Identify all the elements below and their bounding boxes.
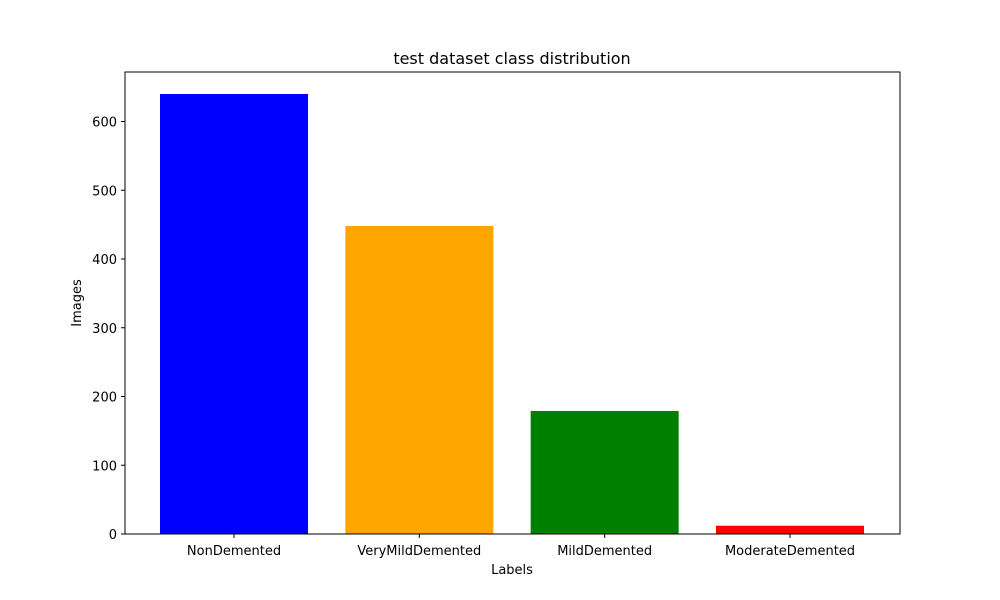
plot-frame (124, 71, 901, 535)
y-axis: 0 100 200 300 400 500 600 (92, 116, 125, 543)
bar-milddemented (530, 410, 679, 534)
y-tick-label: 200 (92, 391, 117, 406)
y-tick-label: 100 (92, 459, 117, 474)
y-tick-label: 500 (92, 184, 117, 199)
chart-title: test dataset class distribution (393, 49, 630, 68)
x-tick-label: MildDemented (557, 544, 652, 559)
y-axis-title: Images (70, 279, 85, 327)
x-tick-label: VeryMildDemented (357, 544, 481, 559)
bar-nondemented (160, 94, 308, 534)
bar-verymilddemented (345, 226, 494, 534)
x-tick-label: NonDemented (187, 544, 281, 559)
y-tick-label: 300 (92, 322, 117, 337)
y-tick-label: 0 (109, 528, 117, 543)
bars-group (160, 94, 864, 534)
bar-moderatedemented (716, 525, 864, 534)
x-axis: NonDemented VeryMildDemented MildDemented M… (187, 534, 855, 559)
x-tick-label: ModerateDemented (725, 544, 855, 559)
x-axis-title: Labels (491, 563, 533, 578)
y-tick-label: 600 (92, 116, 117, 131)
y-tick-label: 400 (92, 253, 117, 268)
